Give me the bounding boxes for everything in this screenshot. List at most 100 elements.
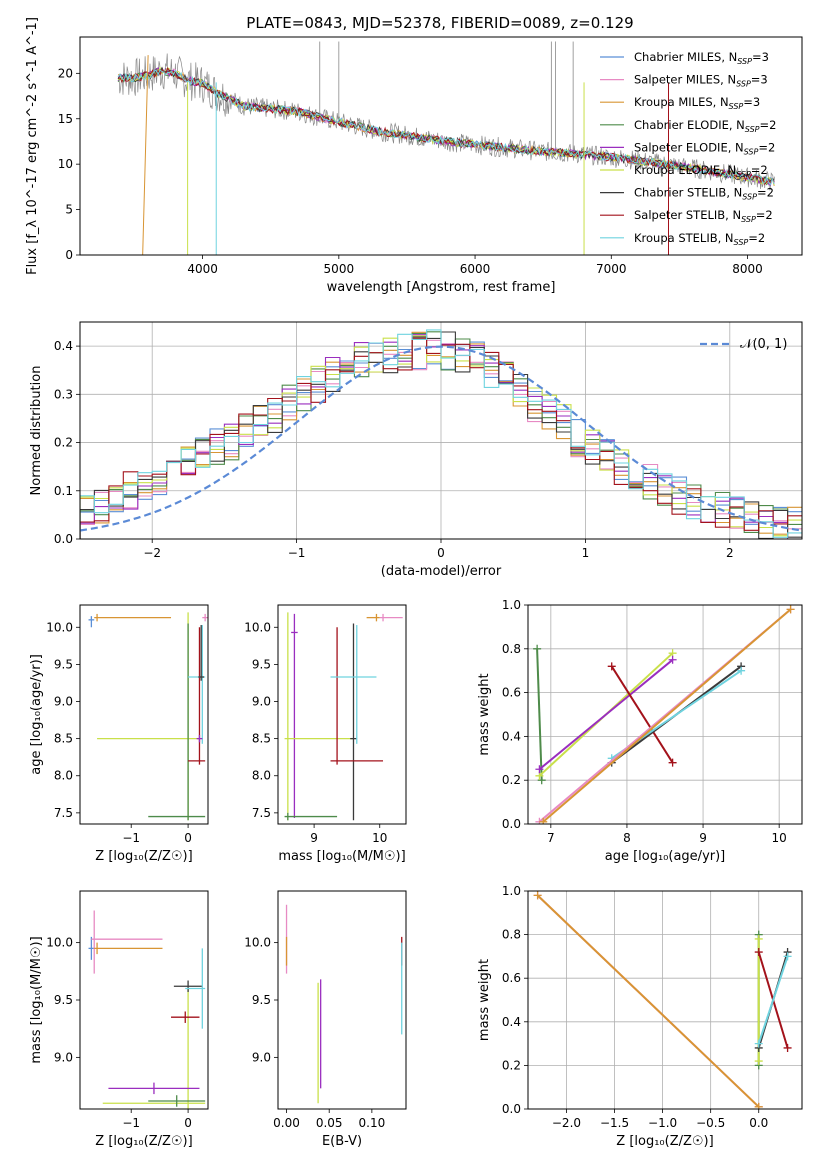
y-tick-label: 0.8 [502,642,521,656]
x-axis-label: Z [log₁₀(Z/Z☉)] [616,1134,713,1149]
y-tick-label: 0.3 [54,387,73,401]
x-tick-label: 2 [726,546,734,560]
y-tick-label: 10.0 [46,936,73,950]
x-tick-label: −1 [288,546,306,560]
model-salpeter-stelib-line [118,67,775,186]
legend-label: Kroupa ELODIE, NSSP=2 [634,163,768,179]
y-tick-label: 0.0 [502,1102,521,1116]
plot-area [117,41,775,255]
errorbar-salpeter-stelib [171,1011,200,1023]
y-tick-label: 0.4 [502,1015,521,1029]
panel-spectrum: 4000 5000 6000 7000 8000 0 5 10 15 20 wavelength [… [25,17,803,295]
y-tick-label: 0.8 [502,928,521,942]
x-tick-label: 9 [699,831,707,845]
x-tick-label: 10 [372,831,387,845]
errorbar-salpeter-miles [379,613,403,622]
x-tick-label: 0.0 [749,1116,768,1130]
y-tick-label: 0 [65,248,73,262]
errorbar-kroupa-miles [366,613,380,622]
panel-mass_age: 9 10 7.5 8.0 8.5 9.0 9.5 10.0 mass [log₁₀(M/M☉)] [244,604,407,864]
series-line [538,659,674,771]
legend-label-text: Chabrier STELIB, N [634,186,742,200]
legend-label-sub: SSP [742,193,757,202]
series-marker [754,1102,763,1109]
y-tick-label: 10.0 [244,620,271,634]
legend-label-text: Salpeter MILES, N [634,73,736,87]
axes-frame [79,890,209,1110]
x-tick-label: 0 [184,831,192,845]
legend-label-sub: SSP [736,80,751,89]
panel-z_mass: −1 0 9.0 9.5 10.0 Z [log₁₀(Z/Z☉)] mass [log₁₀(… [29,890,209,1149]
legend-label-suffix: =3 [743,95,760,109]
series-marker [754,934,763,943]
legend-label-text: Kroupa MILES, N [634,95,729,109]
legend-label: Chabrier STELIB, NSSP=2 [634,186,774,202]
x-tick-label: −2 [143,546,161,560]
x-tick-label: 7 [547,831,555,845]
errorbar-chabrier-elodie [148,623,206,821]
series-line [536,894,760,1108]
x-tick-label: 6000 [460,262,491,276]
errorbar-kroupa-miles [94,942,163,955]
x-tick-label: 0 [437,546,445,560]
y-axis-label: mass [log₁₀(M/M☉)] [29,936,44,1063]
series-marker [754,1057,763,1066]
y-tick-label: 1.0 [502,598,521,612]
x-tick-label: 8000 [732,262,763,276]
series-salpeter-stelib [607,662,677,767]
model-salpeter-elodie-line [117,67,775,187]
legend-label-suffix: =2 [748,231,765,245]
y-tick-label: 9.5 [54,993,73,1007]
y-tick-label: 10.0 [46,620,73,634]
errorbar-kroupa-elodie [284,612,354,821]
plot-area [284,612,403,821]
x-tick-label: 0.05 [316,1116,343,1130]
y-tick-label: 9.5 [252,657,271,671]
y-tick-label: 0.6 [502,686,521,700]
x-axis-label: Z [log₁₀(Z/Z☉)] [95,849,192,864]
series-marker [607,662,616,671]
model-kroupa-elodie-line [117,66,775,186]
y-axis-label: Normed distribution [29,366,44,496]
x-axis-label: (data-model)/error [381,564,502,579]
y-tick-label: 10.0 [244,936,271,950]
legend-label-sub: SSP [734,238,749,247]
x-tick-label: 9 [310,831,318,845]
series-marker [668,655,677,664]
figure-title: PLATE=0843, MJD=52378, FIBERID=0089, z=0… [246,14,633,32]
x-tick-label: −1 [122,1116,140,1130]
errorbar-kroupa-stelib [188,625,206,744]
y-tick-label: 7.5 [54,806,73,820]
histogram-kroupa-stelib-step [80,329,802,539]
y-tick-label: 15 [58,112,73,126]
y-tick-label: 9.5 [54,657,73,671]
series-line [536,648,543,781]
model-chabrier-stelib-line [117,66,775,182]
legend-label: Salpeter MILES, NSSP=3 [634,73,768,89]
x-tick-label: 5000 [324,262,355,276]
series-salpeter-elodie [535,655,677,774]
series-marker [786,605,795,614]
x-tick-label: 0 [184,1116,192,1130]
errorbar-kroupa-stelib [330,625,377,744]
legend-label-suffix: =3 [752,50,769,64]
series-marker [668,758,677,767]
legend-label-sub: SSP [729,102,744,111]
legend-label-text: Chabrier MILES, N [634,50,737,64]
axes-frame [527,890,803,1110]
y-axis-label: Flux [f_λ 10^-17 erg cm^-2 s^-1 A^-1] [25,17,40,275]
x-tick-label: 10 [772,831,787,845]
legend-label-text: Chabrier ELODIE, N [634,118,745,132]
y-tick-label: 8.0 [54,769,73,783]
x-tick-label: 8 [623,831,631,845]
y-tick-label: 9.0 [252,695,271,709]
axes-frame [79,604,209,825]
axes-frame [527,604,803,825]
y-tick-label: 0.0 [502,817,521,831]
y-tick-label: 0.2 [502,1058,521,1072]
errorbar-chabrier-miles [88,936,95,960]
x-tick-label: −1.5 [600,1116,629,1130]
series-marker [533,644,542,653]
y-tick-label: 0.6 [502,971,521,985]
